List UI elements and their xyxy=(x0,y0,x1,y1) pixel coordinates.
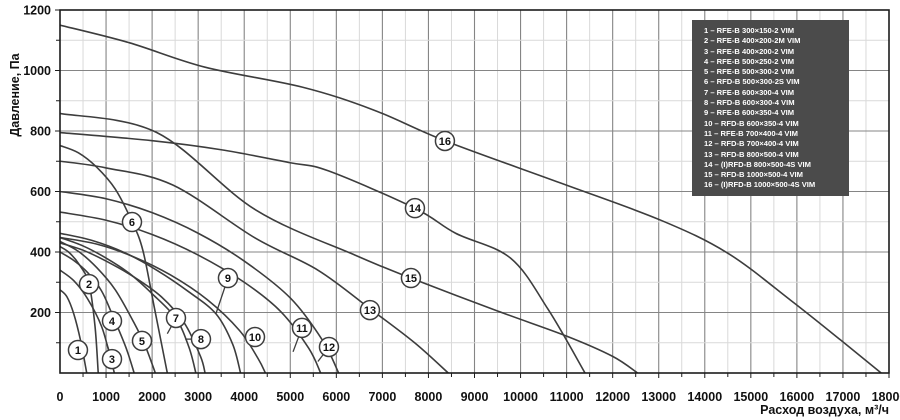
x-tick-label: 0 xyxy=(57,390,64,404)
x-tick-label: 13000 xyxy=(641,390,676,404)
fan-curve-6 xyxy=(60,144,169,373)
legend-item: 7 – RFE-B 600×300-4 VIM xyxy=(704,87,795,97)
curve-label-circle-9 xyxy=(217,267,239,289)
legend-item: 12 – RFD-B 700×400-4 VIM xyxy=(704,139,799,149)
curve-label-number-9: 9 xyxy=(225,273,231,285)
legend-item: 15 – RFD-B 1000×500-4 VIM xyxy=(704,170,803,180)
x-tick-label: 9000 xyxy=(461,390,489,404)
x-tick-label: 18000 xyxy=(872,390,900,404)
legend-item: 9 – RFE-B 600×350-4 VIM xyxy=(704,108,795,118)
curve-label-number-6: 6 xyxy=(129,217,135,229)
fan-curve-9 xyxy=(60,232,242,373)
legend-item: 4 – RFE-B 500×250-2 VIM xyxy=(704,56,795,66)
curve-label-number-14: 14 xyxy=(409,203,422,215)
x-tick-label: 11000 xyxy=(550,390,584,404)
curve-label-number-3: 3 xyxy=(109,354,115,366)
curve-label-number-1: 1 xyxy=(75,345,81,357)
legend-item: 1 – RFE-B 300×150-2 VIM xyxy=(704,26,795,35)
y-tick-label: 600 xyxy=(30,185,51,199)
curve-label-number-5: 5 xyxy=(139,336,145,348)
curve-label-circle-13 xyxy=(359,299,381,321)
x-tick-label: 1000 xyxy=(92,390,120,404)
curve-label-number-2: 2 xyxy=(86,279,92,291)
x-tick-label: 7000 xyxy=(368,390,396,404)
legend-item: 8 – RFD-B 600×300-4 VIM xyxy=(704,98,795,108)
curve-label-circle-7 xyxy=(165,307,187,329)
curve-label-circle-14 xyxy=(404,197,426,219)
fan-curve-12 xyxy=(60,190,340,373)
y-tick-label: 400 xyxy=(30,246,51,260)
curve-label-circle-16 xyxy=(434,130,456,152)
fan-curve-2 xyxy=(60,245,100,373)
curve-label-number-4: 4 xyxy=(109,316,116,328)
curve-label-number-10: 10 xyxy=(249,332,261,344)
curve-label-circle-10 xyxy=(244,326,266,348)
x-tick-label: 8000 xyxy=(415,390,443,404)
curve-label-number-15: 15 xyxy=(405,273,417,285)
curve-label-circle-5 xyxy=(131,330,153,352)
fan-curve-16 xyxy=(60,24,882,373)
curve-label-circle-11 xyxy=(291,317,313,339)
x-tick-label: 15000 xyxy=(733,390,768,404)
x-tick-label: 6000 xyxy=(322,390,350,404)
y-tick-label: 1000 xyxy=(23,64,51,78)
legend-box: 1 – RFE-B 300×150-2 VIM 2 – RFE-B 400×200… xyxy=(692,20,849,196)
x-tick-label: 12000 xyxy=(595,390,630,404)
x-axis-title: Расход воздуха, м³/ч xyxy=(760,403,889,417)
legend-item: 3 – RFE-B 400×200-2 VIM xyxy=(704,46,795,56)
curve-label-circle-12 xyxy=(318,336,340,358)
legend-item: 6 – RFD-B 500×300-2S VIM xyxy=(704,77,800,87)
curve-label-circle-1 xyxy=(67,339,89,361)
fan-curve-8 xyxy=(60,242,206,373)
legend-item: 2 – RFE-B 400×200-2M VIM xyxy=(704,36,801,46)
legend-item: 16 – (I)RFD-B 1000×500-4S VIM xyxy=(704,180,816,190)
curve-label-circle-2 xyxy=(78,273,100,295)
plot-border xyxy=(59,9,890,374)
legend-item: 5 – RFE-B 500×300-2 VIM xyxy=(704,67,795,77)
x-tick-label: 10000 xyxy=(503,390,538,404)
fan-curve-14 xyxy=(60,131,586,373)
fan-curve-13 xyxy=(60,160,449,373)
x-tick-label: 14000 xyxy=(687,390,722,404)
curve-label-circle-15 xyxy=(400,267,422,289)
y-axis-title: Давление, Па xyxy=(8,53,22,137)
y-tick-label: 1200 xyxy=(23,4,51,18)
fan-curve-7 xyxy=(60,236,197,373)
fan-curve-4 xyxy=(60,251,135,373)
x-tick-label: 17000 xyxy=(826,390,861,404)
legend-item: 11 – RFE-B 700×400-4 VIM xyxy=(704,128,798,138)
y-tick-label: 200 xyxy=(30,306,51,320)
curve-label-number-7: 7 xyxy=(173,313,179,325)
fan-curve-11 xyxy=(60,211,322,373)
curve-label-number-8: 8 xyxy=(198,334,204,346)
y-tick-label: 800 xyxy=(30,125,51,139)
x-tick-label: 16000 xyxy=(780,390,815,404)
x-tick-label: 3000 xyxy=(184,390,212,404)
legend-item: 14 – (I)RFD-B 800×500-4S VIM xyxy=(704,159,811,169)
legend-item: 13 – RFD-B 800×500-4 VIM xyxy=(704,149,799,159)
x-tick-label: 2000 xyxy=(138,390,166,404)
x-tick-label: 5000 xyxy=(276,390,304,404)
x-tick-label: 4000 xyxy=(230,390,258,404)
curve-label-circle-8 xyxy=(190,328,212,350)
fan-curve-10 xyxy=(60,236,267,373)
legend-item: 10 – RFD-B 600×350-4 VIM xyxy=(704,118,799,128)
curve-label-number-13: 13 xyxy=(364,305,376,317)
curve-label-number-12: 12 xyxy=(323,342,335,354)
curve-label-number-16: 16 xyxy=(439,136,451,148)
curve-label-number-11: 11 xyxy=(296,323,308,335)
fan-curve-15 xyxy=(60,112,638,373)
curve-label-circle-6 xyxy=(121,211,143,233)
curve-label-circle-3 xyxy=(101,348,123,370)
curve-label-circle-4 xyxy=(101,310,123,332)
